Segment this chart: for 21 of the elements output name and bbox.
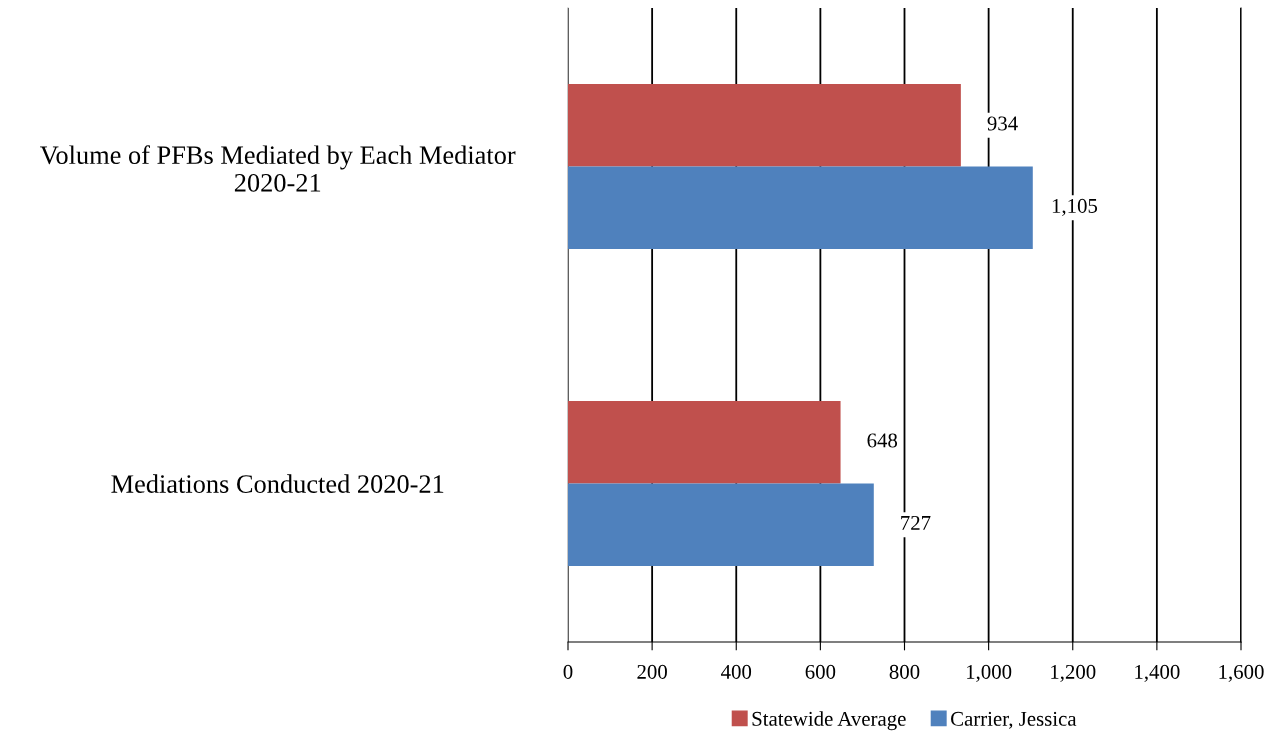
data-label: 727 bbox=[901, 515, 931, 530]
bar bbox=[568, 401, 841, 484]
legend-label: Carrier, Jessica bbox=[951, 711, 1077, 729]
x-tick-label: 800 bbox=[889, 664, 920, 679]
data-label: 648 bbox=[867, 433, 898, 448]
legend-label: Statewide Average bbox=[752, 711, 906, 731]
x-tick-label: 200 bbox=[637, 664, 667, 679]
data-label: 1,105 bbox=[1052, 198, 1098, 216]
x-tick-label: 1,600 bbox=[1219, 664, 1264, 682]
x-tick-label: 1,000 bbox=[967, 664, 1012, 682]
bar bbox=[568, 84, 961, 167]
bar bbox=[568, 483, 874, 566]
x-tick-label: 1,400 bbox=[1135, 664, 1180, 682]
x-tick-label: 0 bbox=[563, 664, 573, 679]
x-tick-label: 600 bbox=[805, 664, 836, 679]
y-tick-label: Mediations Conducted 2020-21 bbox=[111, 474, 444, 493]
bar bbox=[568, 166, 1033, 249]
x-tick-label: 1,200 bbox=[1051, 664, 1096, 682]
x-tick-label: 400 bbox=[721, 664, 752, 679]
data-label: 934 bbox=[987, 116, 1018, 131]
y-tick-label: Volume of PFBs Mediated by Each Mediator 2020-21 bbox=[40, 145, 516, 192]
